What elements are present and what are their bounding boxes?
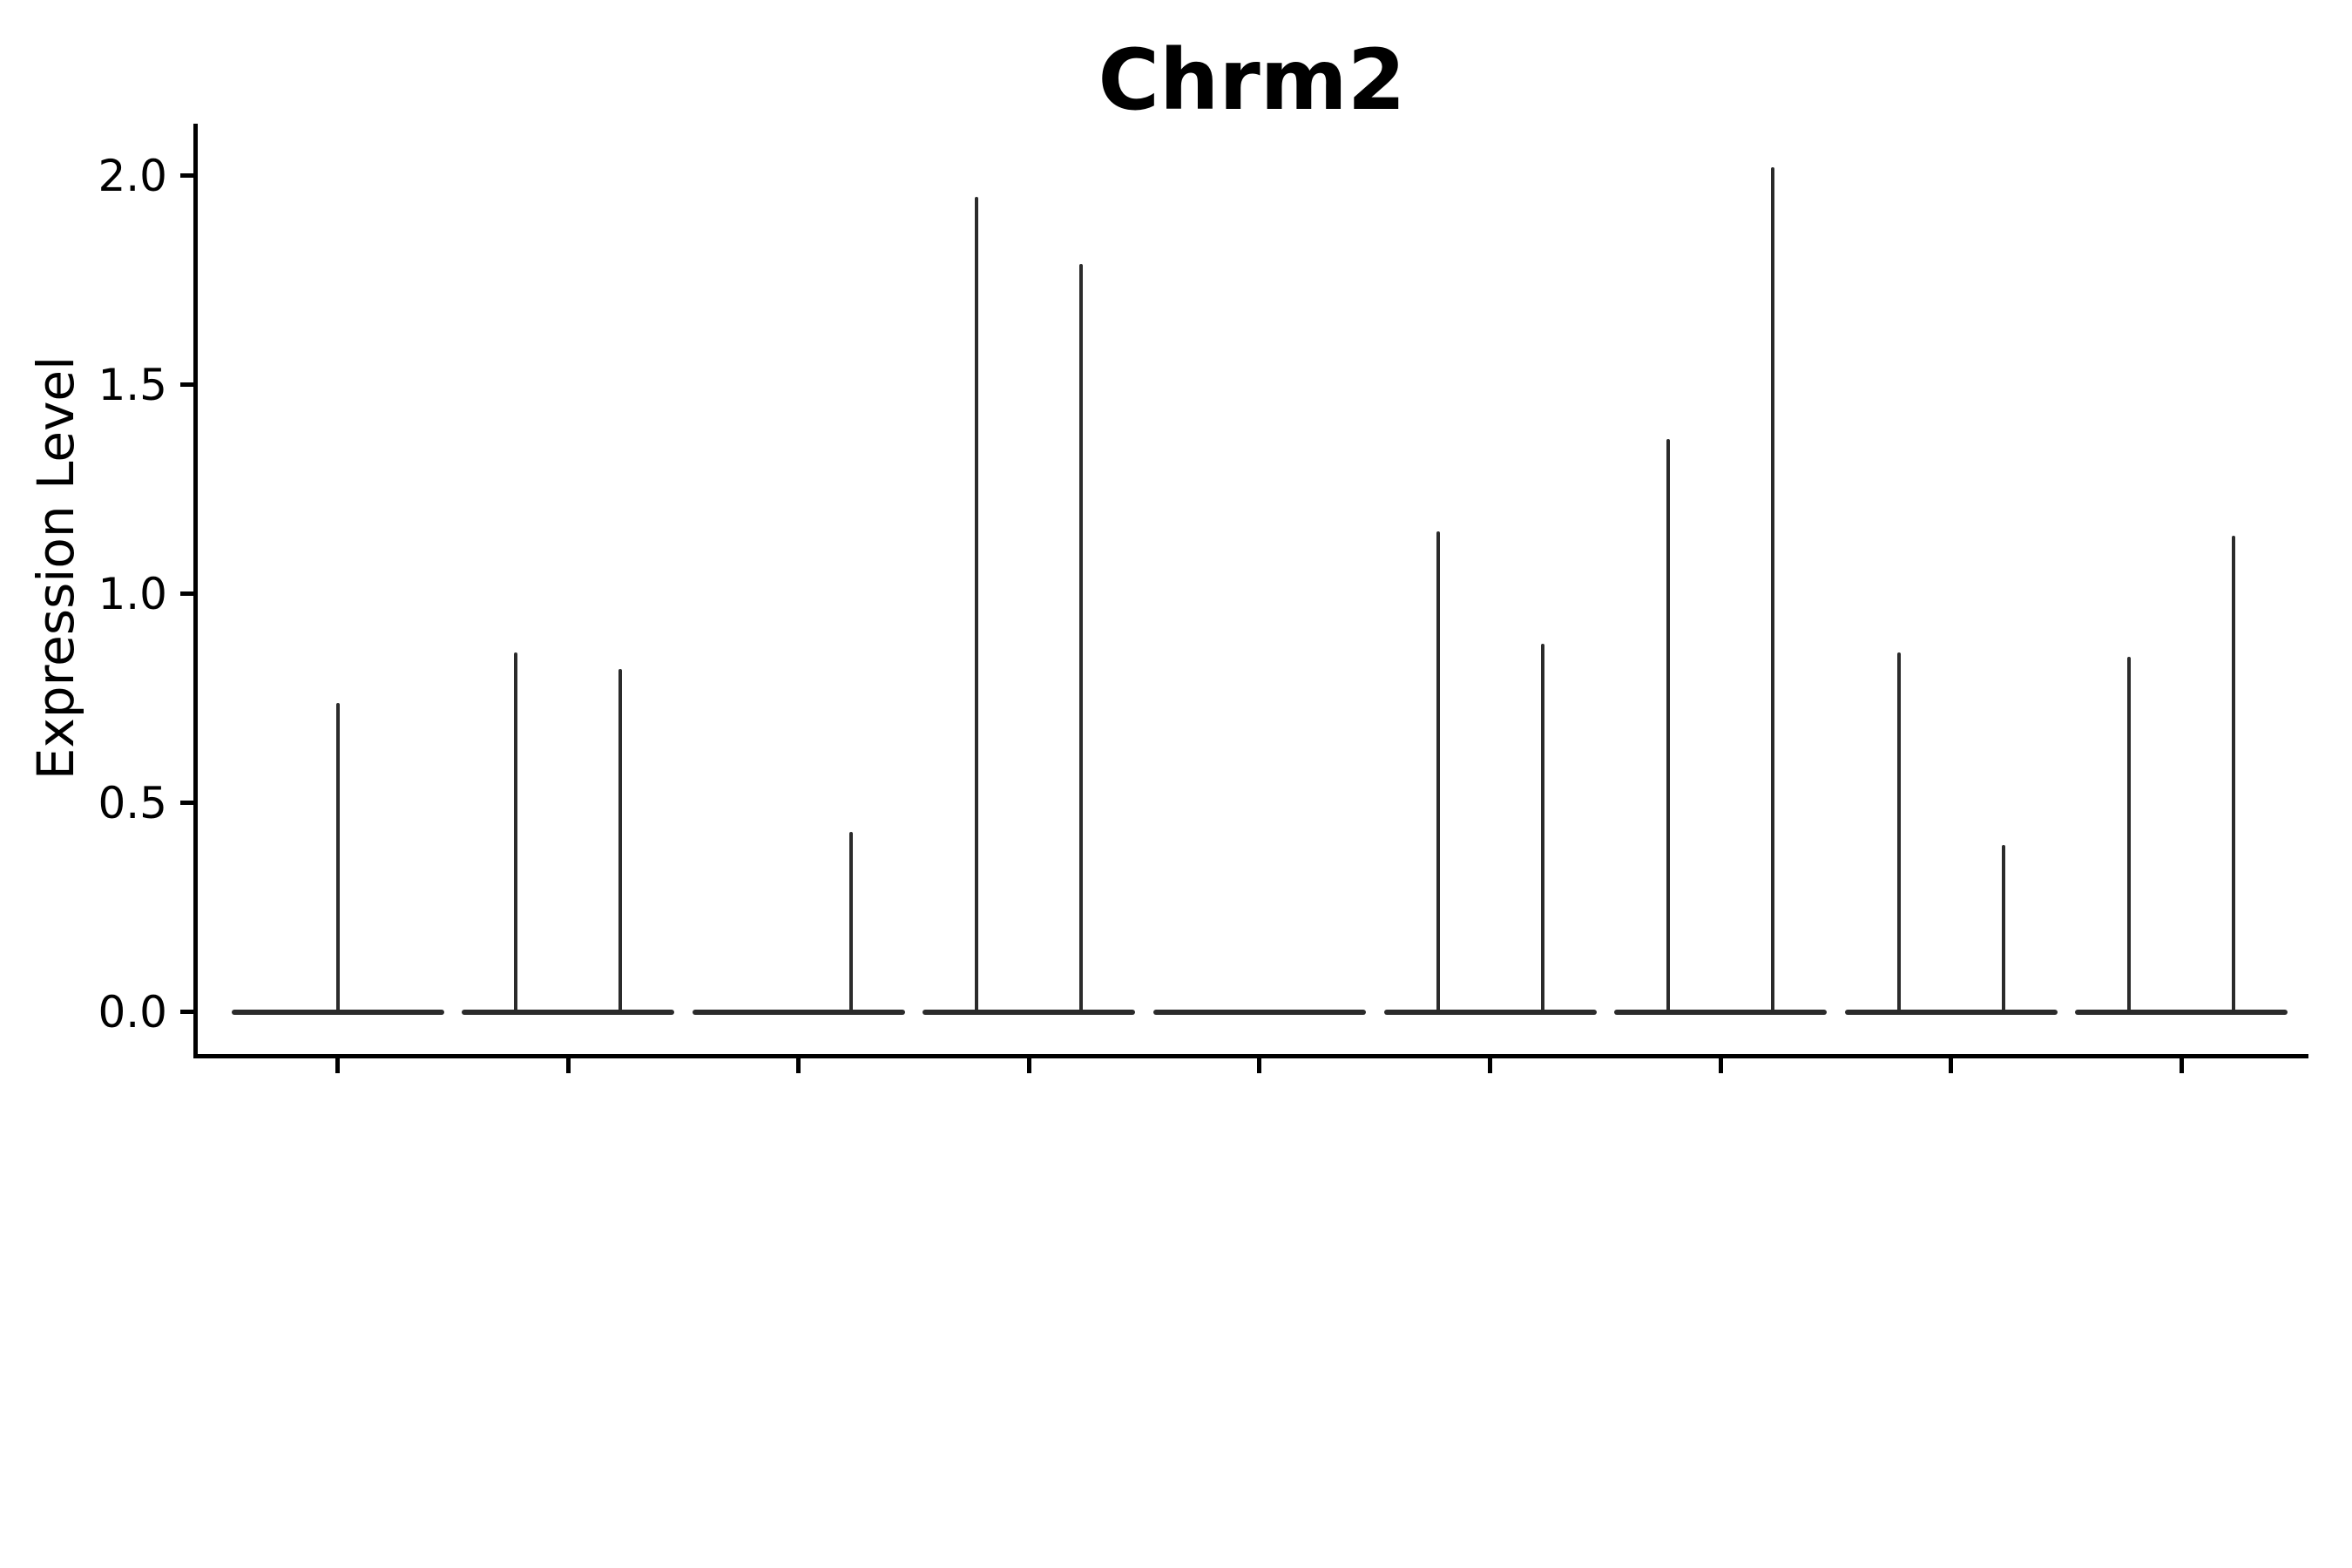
violin-spike: [2232, 535, 2236, 1012]
violin-base: [1383, 1009, 1597, 1015]
violin-spike: [1079, 263, 1084, 1012]
y-tick-label: 1.5: [98, 359, 167, 410]
y-tick-label: 1.0: [98, 568, 167, 619]
violin-spike: [2127, 656, 2132, 1012]
x-tick: [1488, 1058, 1492, 1073]
y-tick: [180, 801, 193, 806]
violin-spike: [2001, 844, 2005, 1012]
violin-spike: [335, 702, 340, 1012]
y-tick-label: 0.5: [98, 777, 167, 828]
y-axis-spine: [193, 124, 198, 1058]
x-tick: [565, 1058, 571, 1073]
x-tick: [1026, 1058, 1031, 1073]
y-tick-label: 0.0: [98, 986, 167, 1037]
y-axis-label: Expression Level: [26, 355, 85, 781]
x-tick: [1949, 1058, 1954, 1073]
violin-base: [462, 1009, 675, 1015]
violin-spike: [618, 669, 623, 1012]
y-tick: [180, 591, 193, 597]
x-tick: [1257, 1058, 1262, 1073]
x-tick: [335, 1058, 340, 1073]
y-tick: [180, 1010, 193, 1015]
x-axis-spine: [193, 1054, 2308, 1058]
y-tick-label: 2.0: [98, 150, 167, 201]
x-tick: [2179, 1058, 2184, 1073]
violin-spike: [514, 652, 518, 1012]
violin-spike: [1436, 531, 1440, 1012]
violin-base: [1152, 1009, 1366, 1015]
violin-spike: [1771, 167, 1775, 1012]
violin-spike: [1896, 652, 1901, 1012]
x-tick: [1718, 1058, 1723, 1073]
violin-spike: [975, 196, 979, 1012]
violin-base: [231, 1009, 444, 1015]
violin-base: [923, 1009, 1136, 1015]
violin-base: [692, 1009, 905, 1015]
violin-spike: [1540, 644, 1544, 1012]
violin-spike: [848, 832, 853, 1012]
y-tick: [180, 173, 193, 179]
violin-spike: [1666, 439, 1671, 1012]
violin-base: [2075, 1009, 2288, 1015]
violin-base: [1614, 1009, 1828, 1015]
violin-base: [1844, 1009, 2058, 1015]
x-tick: [796, 1058, 801, 1073]
chart-title: Chrm2: [1098, 31, 1406, 129]
y-tick: [180, 382, 193, 388]
